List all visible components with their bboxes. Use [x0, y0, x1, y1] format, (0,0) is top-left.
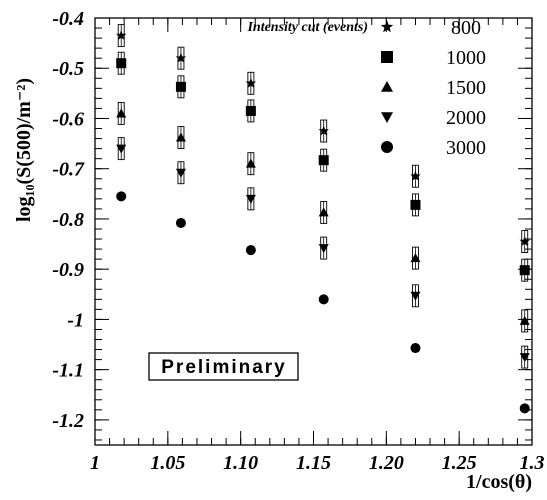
data-point	[116, 58, 127, 69]
data-point	[318, 244, 329, 254]
preliminary-box	[148, 352, 299, 381]
data-point	[519, 265, 530, 276]
data-point	[519, 403, 530, 414]
data-point	[410, 199, 421, 210]
legend-item-800: 800	[380, 17, 481, 39]
data-point	[519, 315, 530, 325]
preliminary-annotation: Preliminary	[148, 352, 299, 381]
plot-area	[116, 24, 530, 414]
data-point	[318, 294, 329, 305]
data-point	[245, 77, 257, 88]
x-tick-label: 1.10	[223, 452, 258, 474]
x-tick-label: 1.20	[369, 452, 404, 474]
data-point	[116, 108, 127, 118]
axes: 1 1.05 1.10 1.15 1.20 1.25 1.3 -0.4 -0.5 -0.6 -0.7…	[52, 8, 544, 474]
data-point	[410, 343, 421, 354]
y-tick-label: -0.4	[52, 8, 84, 30]
legend-item-1500: 1500	[381, 77, 486, 99]
data-point	[245, 245, 256, 256]
y-tick-label: -0.9	[52, 259, 84, 281]
legend-label: 2000	[446, 107, 486, 129]
data-point	[116, 191, 127, 202]
legend-label: 1000	[446, 47, 486, 69]
data-point	[175, 81, 186, 92]
legend-marker	[381, 141, 393, 153]
legend-marker	[380, 20, 394, 33]
legend-item-2000: 2000	[381, 107, 486, 129]
data-point	[175, 217, 186, 228]
data-point	[116, 30, 127, 40]
legend-marker	[381, 112, 393, 123]
x-tick-label: 1.3	[520, 452, 545, 474]
series-800	[116, 24, 530, 253]
data-point	[245, 194, 256, 204]
y-tick-label: -0.5	[52, 58, 84, 80]
data-point	[410, 253, 421, 263]
series-1500	[116, 101, 530, 333]
series-1000	[116, 51, 530, 282]
y-tick-label: -0.8	[52, 209, 84, 231]
legend-marker	[381, 81, 393, 92]
x-tick-label: 1.05	[150, 452, 185, 474]
data-point	[410, 291, 421, 301]
data-point	[245, 105, 256, 116]
data-point	[410, 170, 421, 181]
data-point	[175, 52, 187, 63]
series-3000	[116, 191, 530, 414]
y-tick-label: -0.7	[52, 159, 85, 181]
legend: Intensity cut (events) 800 1000 1500 2000 30…	[246, 17, 486, 159]
preliminary-label: Preliminary	[161, 357, 287, 378]
data-point	[318, 155, 329, 166]
y-tick-label: -1.2	[52, 410, 84, 432]
y-tick-label: -0.6	[52, 108, 84, 130]
x-tick-label: 1.15	[296, 452, 331, 474]
legend-label: 1500	[446, 77, 486, 99]
series-2000	[116, 137, 530, 369]
y-axis-title: log₁₀(S(500)/m⁻²)	[13, 78, 35, 222]
data-point	[116, 144, 127, 154]
data-point	[175, 168, 186, 178]
data-point	[519, 353, 530, 363]
data-point	[318, 125, 329, 136]
legend-marker	[381, 51, 393, 63]
legend-title: Intensity cut (events)	[246, 20, 368, 35]
x-tick-label: 1.25	[442, 452, 477, 474]
data-point	[245, 158, 256, 168]
x-axis-title: 1/cos(θ)	[466, 471, 532, 493]
legend-label: 800	[451, 17, 481, 39]
data-point	[519, 236, 530, 246]
y-tick-label: -1	[67, 309, 84, 331]
x-tick-label: 1	[90, 452, 100, 474]
legend-item-1000: 1000	[381, 47, 486, 69]
y-tick-label: -1.1	[52, 360, 84, 382]
legend-item-3000: 3000	[381, 137, 486, 159]
legend-label: 3000	[446, 137, 486, 159]
data-point	[318, 207, 329, 217]
data-point	[175, 132, 186, 142]
